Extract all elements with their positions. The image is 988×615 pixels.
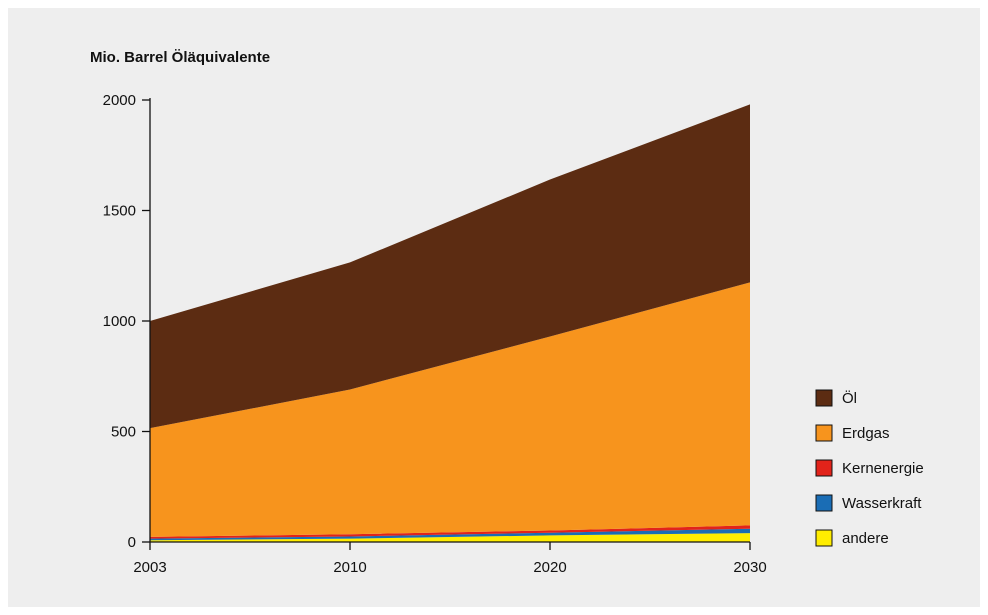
area-öl [150,104,750,429]
legend-label: Erdgas [842,425,890,442]
chart-panel: Mio. Barrel Öläquivalente 0 500 1000 1500 20… [8,8,980,607]
area-andere [150,533,750,542]
x-tick-label: 2020 [533,559,566,576]
y-tick-label: 2000 [103,92,136,109]
y-tick-label: 1000 [103,313,136,330]
x-tick-label: 2030 [733,559,766,576]
area-wasserkraft [150,528,750,541]
y-tick-label: 0 [128,534,136,551]
legend-swatch [815,529,833,547]
chart-title: Mio. Barrel Öläquivalente [90,49,270,66]
x-tick-label: 2010 [333,559,366,576]
area-kernenergie [150,525,750,539]
legend-label: Wasserkraft [842,495,922,512]
legend: Öl Erdgas Kernenergie Wasserkraft andere [815,389,924,547]
stacked-areas [150,104,750,542]
legend-swatch [815,459,833,477]
y-tick-label: 1500 [103,203,136,220]
legend-label: Kernenergie [842,460,924,477]
chart-canvas: Mio. Barrel Öläquivalente 0 500 1000 1500 20… [90,49,924,576]
y-tick-label: 500 [111,424,136,441]
x-tick-label: 2003 [133,559,166,576]
legend-swatch [815,494,833,512]
axes: 0 500 1000 1500 2000 2003 2010 2020 2030 [103,92,767,576]
legend-swatch [815,424,833,442]
legend-swatch [815,389,833,407]
legend-label: Öl [842,389,857,407]
legend-label: andere [842,530,889,547]
area-erdgas [150,282,750,537]
